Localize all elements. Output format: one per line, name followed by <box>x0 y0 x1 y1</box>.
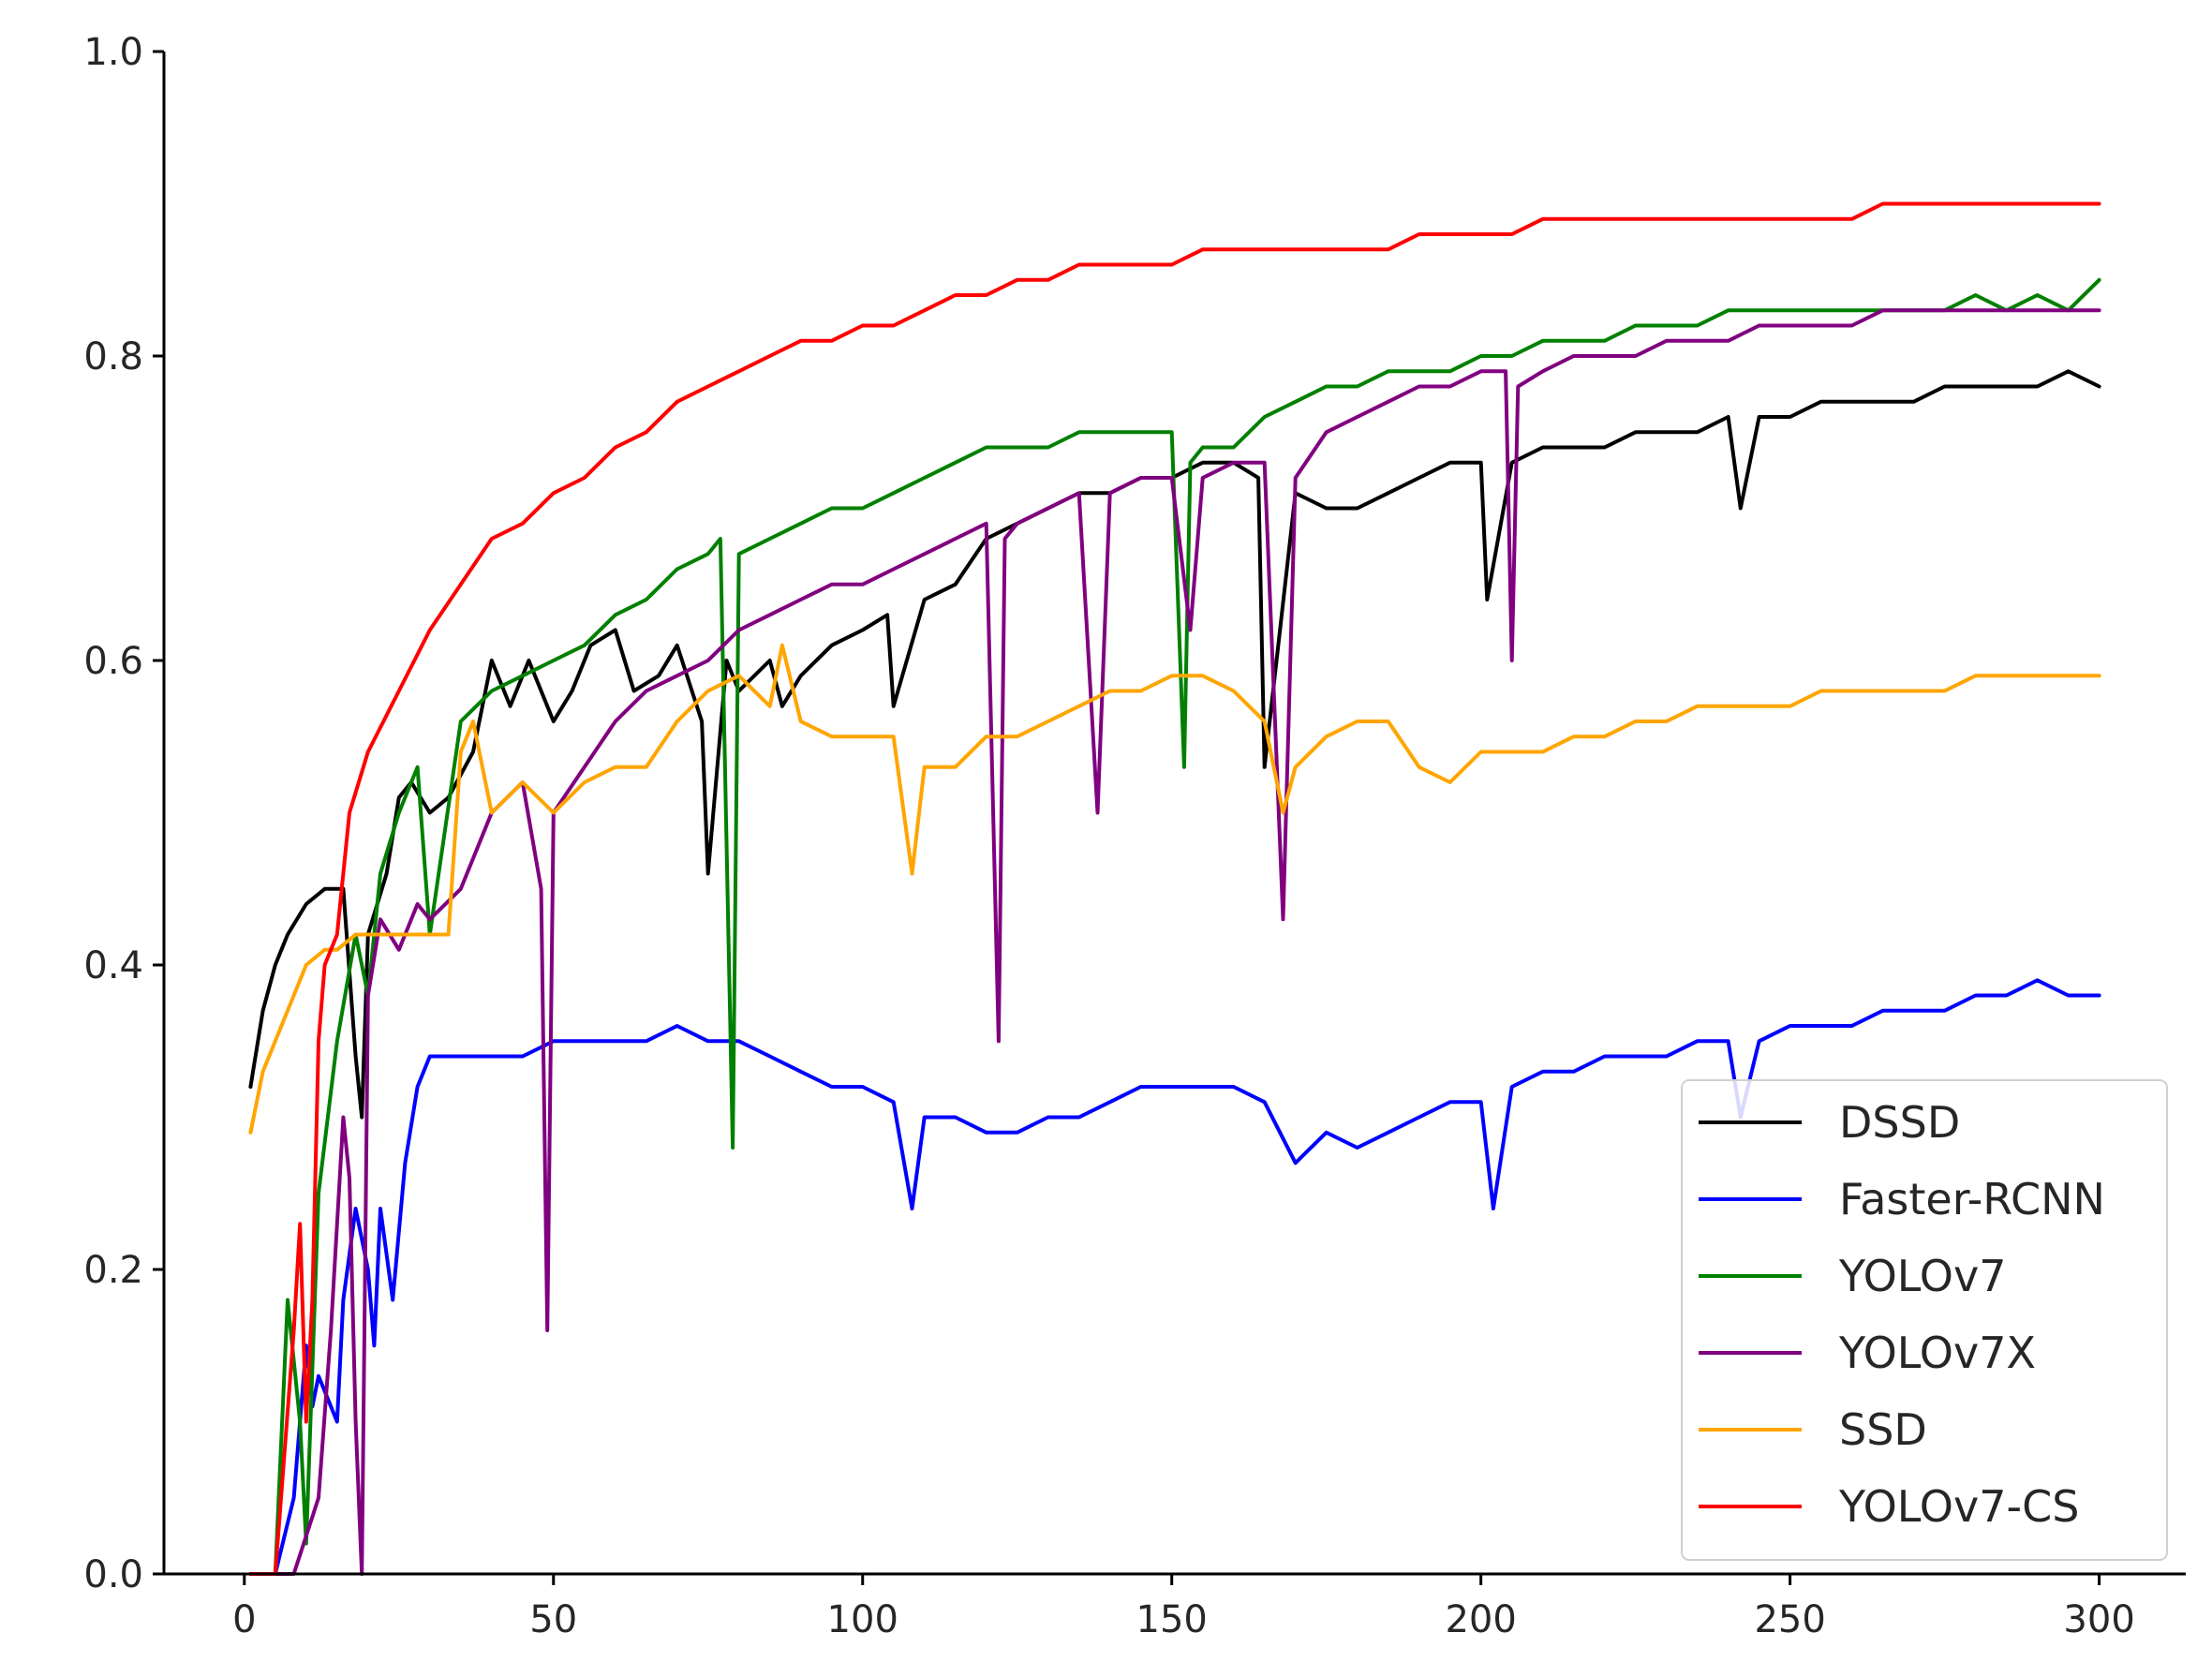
series-line-yolov7-cs <box>248 201 2101 1576</box>
legend: DSSD Faster-RCNN YOLOv7 YOLOv7X SSD YOLOv7-CS <box>1681 1079 2168 1561</box>
y-tick-label: 0.4 <box>83 944 143 987</box>
series-line-ssd <box>248 643 2101 1135</box>
y-tick-label: 0.2 <box>83 1249 143 1292</box>
series-line-yolov7 <box>248 277 2101 1576</box>
x-tick-label: 50 <box>529 1598 577 1641</box>
series-layer <box>248 201 2101 1576</box>
legend-label-dssd: DSSD <box>1839 1097 1960 1148</box>
legend-frame <box>1681 1079 2168 1561</box>
y-tick-label: 0.0 <box>83 1553 143 1596</box>
legend-label-faster-rcnn: Faster-RCNN <box>1839 1174 2105 1224</box>
y-tick-label: 0.6 <box>83 640 143 683</box>
x-tick-label: 300 <box>2063 1598 2134 1641</box>
y-tick-label: 0.8 <box>83 335 143 378</box>
legend-label-yolov7x: YOLOv7X <box>1838 1328 2036 1378</box>
x-tick-label: 200 <box>1445 1598 1516 1641</box>
legend-label-yolov7: YOLOv7 <box>1838 1251 2006 1301</box>
x-tick-label: 100 <box>827 1598 898 1641</box>
axes-layer: 0.0 0.2 0.4 0.6 0.8 1.0 0 50 100 150 200 250 300 <box>83 31 2186 1641</box>
x-tick-label: 250 <box>1754 1598 1825 1641</box>
legend-label-ssd: SSD <box>1839 1404 1927 1455</box>
y-tick-label: 1.0 <box>83 31 143 74</box>
x-tick-label: 0 <box>232 1598 256 1641</box>
legend-label-yolov7-cs: YOLOv7-CS <box>1838 1481 2079 1532</box>
x-tick-label: 150 <box>1136 1598 1208 1641</box>
